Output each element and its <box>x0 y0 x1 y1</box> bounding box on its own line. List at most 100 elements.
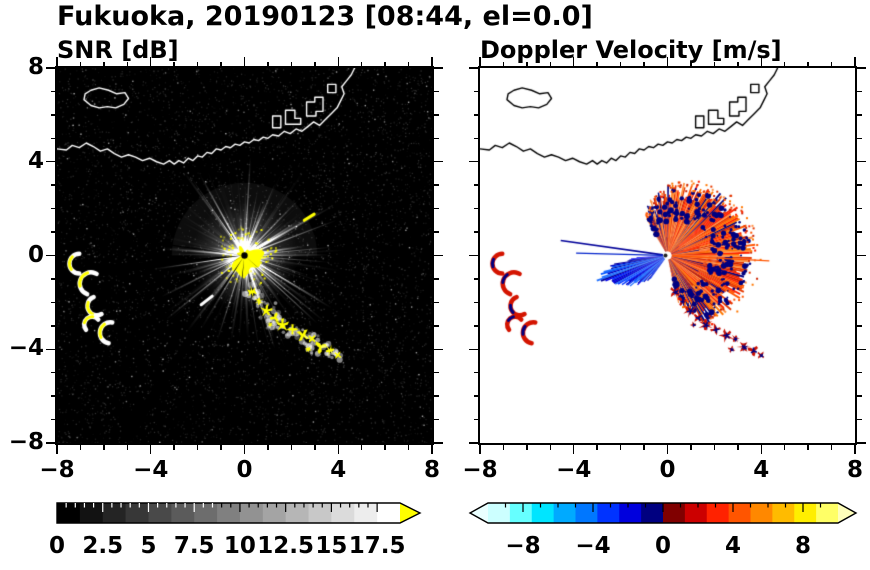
colorbars <box>56 502 858 524</box>
snr-right-tick <box>434 418 439 421</box>
snr-bottom-tick <box>243 445 246 454</box>
doppler-bottom-tick <box>783 445 786 450</box>
doppler-bottom-tick <box>549 445 551 450</box>
snr-colorbar-bin <box>262 503 287 523</box>
snr-left-tick <box>46 254 55 257</box>
snr-top-tick <box>103 61 105 66</box>
snr-bottom-tick <box>196 445 199 450</box>
snr-colorbar-label: 5 <box>140 533 157 559</box>
doppler-right-tick <box>857 114 862 116</box>
snr-bottom-tick <box>407 445 410 450</box>
snr-colorbar-bin <box>331 503 356 523</box>
doppler-plot-canvas <box>480 68 855 443</box>
doppler-left-tick <box>473 207 478 210</box>
doppler-left-tick <box>469 442 478 444</box>
doppler-bottom-tick <box>526 445 528 450</box>
doppler-colorbar-bin <box>706 503 730 523</box>
doppler-x-axis-label: −4 <box>556 457 592 483</box>
snr-left-tick <box>46 442 55 444</box>
doppler-left-tick <box>469 254 478 257</box>
snr-top-tick <box>384 61 386 66</box>
snr-left-tick <box>50 114 55 116</box>
doppler-top-tick <box>596 61 598 66</box>
snr-colorbar-bin <box>125 503 150 523</box>
doppler-colorbar-bin <box>488 503 511 523</box>
snr-right-tick <box>434 161 443 163</box>
doppler-left-tick <box>469 161 478 163</box>
snr-colorbar-bin <box>57 503 81 523</box>
snr-colorbar-bin <box>194 503 218 523</box>
snr-top-tick <box>407 61 410 66</box>
doppler-bottom-tick <box>596 445 598 450</box>
doppler-colorbar-label: 0 <box>654 533 671 559</box>
snr-bottom-tick <box>314 445 316 450</box>
snr-left-tick <box>50 207 55 210</box>
doppler-right-tick <box>857 442 866 444</box>
snr-top-tick <box>337 57 339 66</box>
snr-right-tick <box>434 325 439 327</box>
snr-y-axis-label: 4 <box>27 147 44 174</box>
snr-colorbar-bin <box>377 503 401 523</box>
snr-top-tick <box>173 61 175 66</box>
doppler-bottom-tick <box>737 445 739 450</box>
doppler-colorbar-bin <box>575 503 599 523</box>
doppler-bottom-tick <box>666 445 669 454</box>
snr-right-tick <box>434 114 439 116</box>
snr-colorbar-label: 2.5 <box>82 533 124 559</box>
doppler-top-tick <box>502 61 505 66</box>
snr-bottom-tick <box>56 445 58 454</box>
snr-right-tick <box>434 254 443 257</box>
snr-top-tick <box>243 57 246 66</box>
doppler-bottom-tick <box>830 445 833 450</box>
doppler-bottom-tick <box>854 445 856 454</box>
snr-right-tick <box>434 278 439 280</box>
doppler-right-tick <box>857 161 866 163</box>
doppler-top-tick <box>737 61 739 66</box>
doppler-x-axis-label: 8 <box>846 457 863 483</box>
doppler-left-tick <box>473 301 478 304</box>
snr-left-tick <box>50 301 55 304</box>
doppler-colorbar-bin <box>663 503 686 523</box>
doppler-right-tick <box>857 184 862 186</box>
snr-colorbar-bin <box>79 503 104 523</box>
doppler-colorbar-label: 4 <box>724 533 741 559</box>
snr-left-tick <box>50 278 55 280</box>
snr-left-tick <box>46 348 55 350</box>
doppler-colorbar-bin <box>619 503 642 523</box>
snr-left-tick <box>50 418 55 421</box>
doppler-left-tick <box>473 231 478 233</box>
doppler-bottom-tick <box>479 445 481 454</box>
snr-left-tick <box>50 231 55 233</box>
doppler-bottom-tick <box>760 445 762 454</box>
doppler-top-tick <box>619 61 622 66</box>
doppler-colorbar-bin <box>531 503 555 523</box>
snr-bottom-tick <box>360 445 363 450</box>
snr-colorbar-label: 0 <box>48 533 65 559</box>
snr-right-tick <box>434 371 439 374</box>
doppler-left-tick <box>473 90 478 93</box>
snr-bottom-tick <box>173 445 175 450</box>
snr-x-axis-label: −8 <box>39 457 75 483</box>
snr-colorbar-bin <box>217 503 241 523</box>
doppler-top-tick <box>479 57 481 66</box>
snr-x-axis-label: −4 <box>133 457 169 483</box>
doppler-colorbar-bin <box>509 503 533 523</box>
snr-bottom-tick <box>290 445 293 450</box>
doppler-colorbar-bin <box>728 503 752 523</box>
doppler-bottom-tick <box>713 445 716 450</box>
snr-right-tick <box>434 184 439 186</box>
doppler-bottom-tick <box>619 445 622 450</box>
doppler-x-axis-label: −8 <box>462 457 498 483</box>
doppler-left-tick <box>473 325 478 327</box>
snr-colorbar-label: 17.5 <box>348 533 406 559</box>
doppler-left-tick <box>473 371 478 374</box>
snr-top-tick <box>314 61 316 66</box>
doppler-top-tick <box>807 61 809 66</box>
doppler-left-tick <box>473 418 478 421</box>
snr-top-tick <box>150 57 152 66</box>
doppler-x-axis-label: 4 <box>753 457 770 483</box>
doppler-left-tick <box>473 395 478 397</box>
doppler-right-tick <box>857 207 862 210</box>
snr-colorbar-bin <box>148 503 173 523</box>
